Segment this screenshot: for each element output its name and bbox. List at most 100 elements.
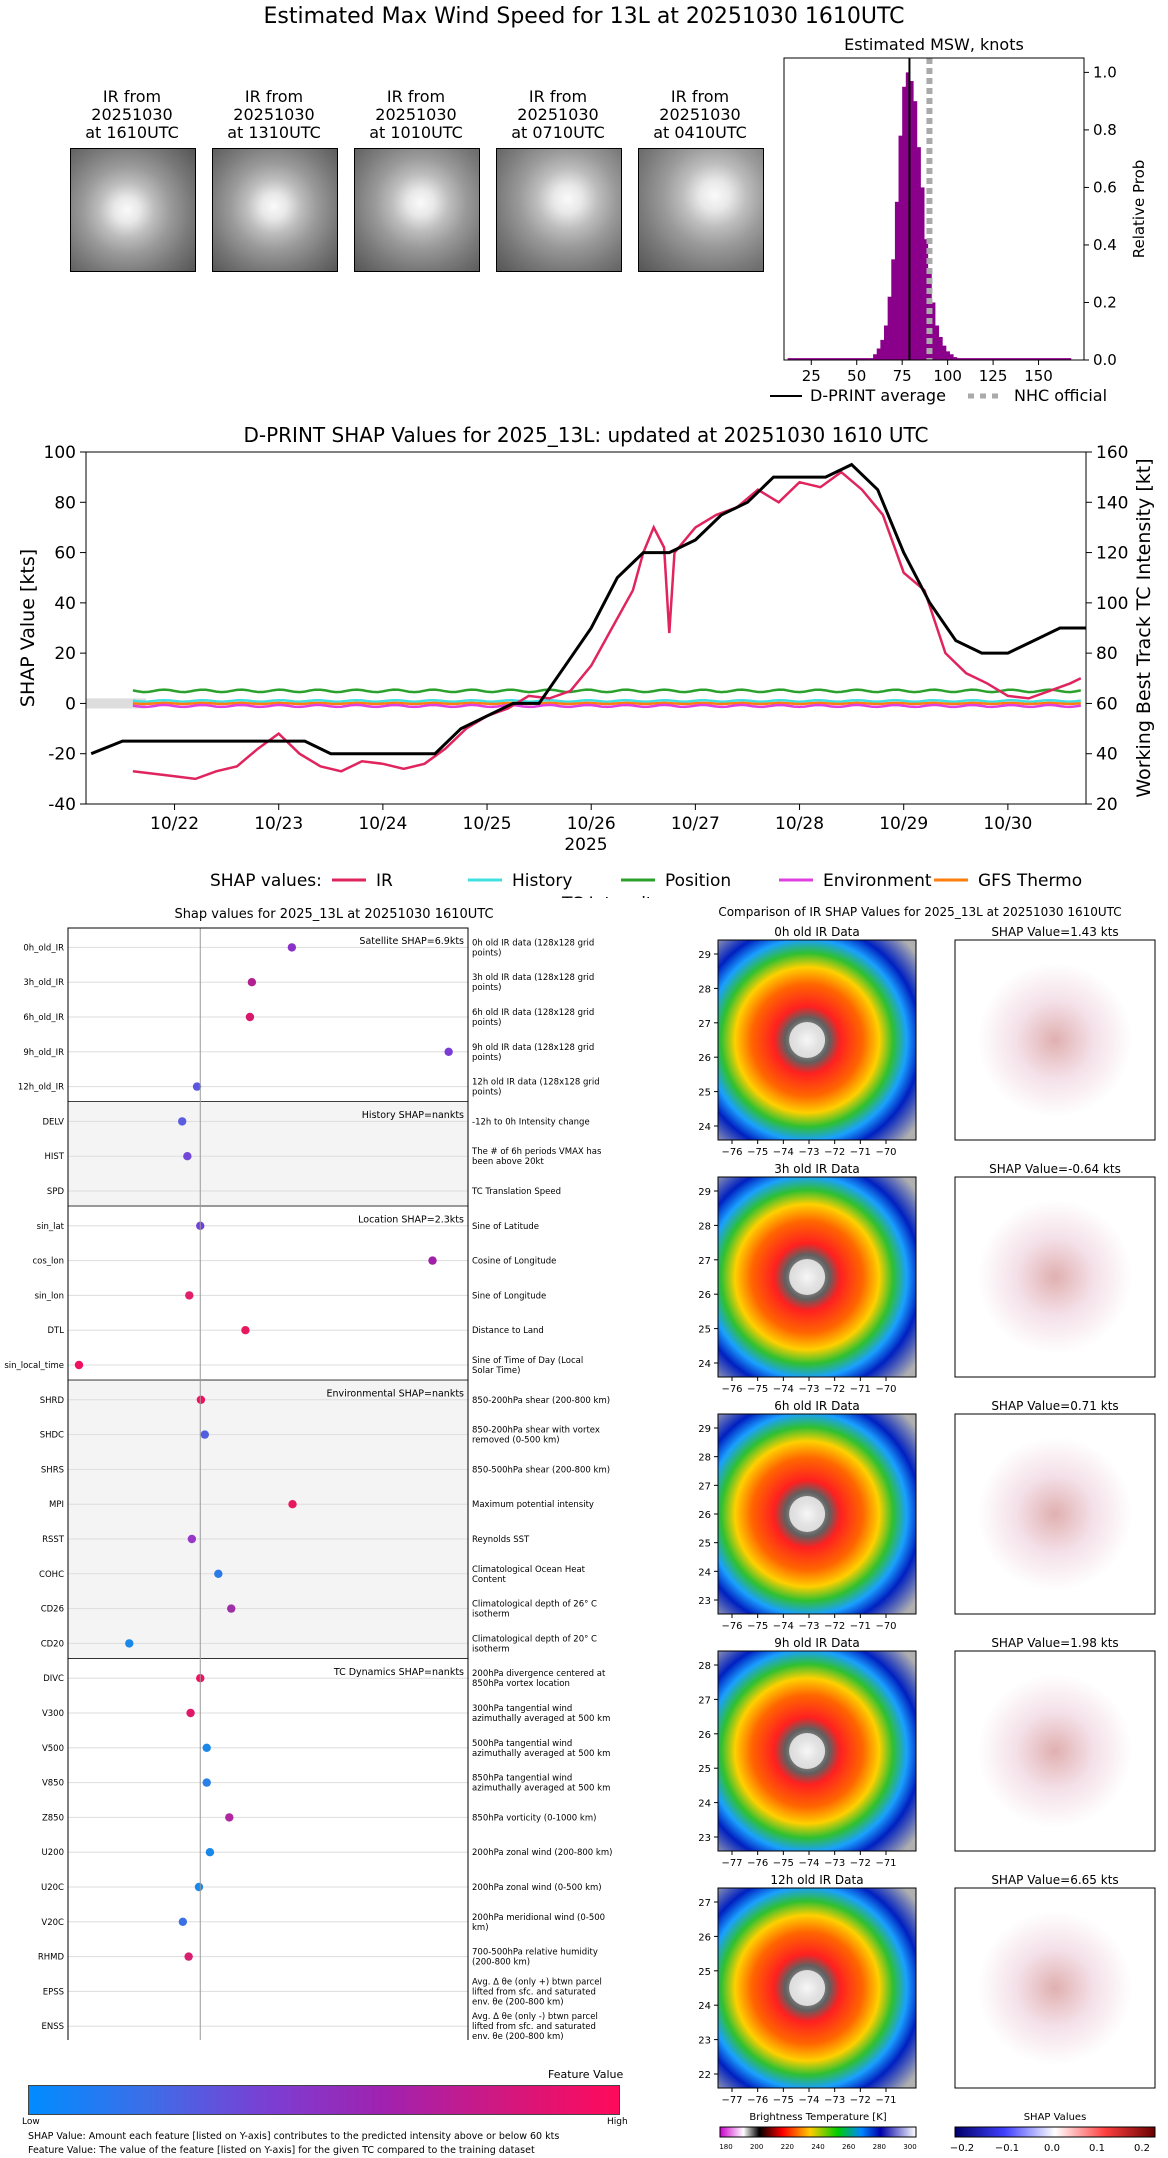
feature-value-colorbar: [28, 2085, 620, 2115]
feature-name: sin_lon: [35, 1291, 64, 1301]
feature-name: 3h_old_IR: [23, 978, 64, 988]
ir-xtick-label: −72: [824, 1384, 845, 1395]
feature-description-line: 850-500hPa shear (200-800 km): [472, 1465, 610, 1475]
ts-ytick-label: -40: [48, 795, 76, 815]
ts-legend-label: Position: [665, 871, 731, 891]
ir-xtick-label: −74: [773, 1621, 794, 1632]
feature-description-line: 850-200hPa shear (200-800 km): [472, 1396, 610, 1406]
hist-bar: [956, 358, 961, 360]
feature-description-line: The # of 6h periods VMAX has: [471, 1147, 602, 1157]
ir-shap-comparison: 0h old IR Data 29 28 27 26 25 24 −76 −75 −74 −73 −7…: [698, 925, 1156, 2154]
ir-xtick-label: −74: [798, 2095, 819, 2106]
feature-name: ENSS: [41, 2022, 64, 2032]
ir-xtick-label: −70: [875, 1384, 896, 1395]
ir-ytick-label: 24: [698, 1799, 711, 1810]
hist-xtick-label: 25: [802, 367, 821, 385]
feature-name: COHC: [39, 1570, 64, 1580]
hist-bar: [931, 302, 936, 360]
bees-frame: [67, 927, 469, 2040]
ir-thumb-label-line: 20251030: [233, 105, 315, 124]
feature-description: 300hPa tangential wind azimuthally averag…: [472, 1704, 610, 1724]
hist-xtick-label: 125: [979, 367, 1008, 385]
ir-ytick-label: 26: [698, 1053, 711, 1064]
feature-point: [200, 1430, 209, 1439]
ir-ytick-label: 28: [698, 1221, 711, 1232]
feature-name: U200: [42, 1848, 64, 1858]
feature-description: 850-200hPa shear with vortex removed (0-5…: [472, 1426, 600, 1446]
feature-description-line: 6h old IR data (128x128 grid: [472, 1008, 594, 1018]
hist-xtick-label: 50: [847, 367, 866, 385]
feature-description: The # of 6h periods VMAX has been above 2…: [471, 1147, 602, 1167]
hist-ytick-label: 0.0: [1093, 351, 1117, 369]
ir-thumb-label-line: IR from: [386, 87, 446, 106]
feature-description-line: km): [472, 1923, 489, 1933]
shap-panel-title: SHAP Value=1.98 kts: [991, 1636, 1118, 1650]
feature-name: 0h_old_IR: [23, 943, 64, 953]
bt-colorbar-tick: 200: [750, 2143, 763, 2151]
hist-bar: [909, 81, 914, 360]
ts-ylabel: SHAP Value [kts]: [17, 549, 39, 707]
feature-name: RSST: [42, 1535, 65, 1545]
ir-thumb-label-line: at 1010UTC: [369, 123, 463, 142]
ir-xtick-label: −71: [875, 2095, 896, 2106]
group-background: [68, 1380, 468, 1659]
ts-legend-label: History: [512, 871, 572, 891]
feature-description-line: 200hPa zonal wind (200-800 km): [472, 1848, 612, 1858]
hist-ytick-label: 0.2: [1093, 293, 1117, 311]
shap-colorbar-tick: 0.2: [1134, 2143, 1150, 2154]
hist-bar: [891, 259, 896, 360]
bt-colorbar-tick: 280: [873, 2143, 886, 2151]
ir-ytick-label: 26: [698, 1290, 711, 1301]
feature-description: 850hPa tangential wind azimuthally averag…: [472, 1774, 610, 1794]
feature-description-line: Solar Time): [472, 1366, 520, 1376]
feature-name: V300: [42, 1709, 64, 1719]
ts-y2tick-label: 20: [1096, 795, 1118, 815]
group-background: [68, 1206, 468, 1381]
ir-thumb-label: IR from 20251030 at 0410UTC: [635, 88, 765, 142]
feature-point: [184, 1952, 193, 1961]
feature-description: 200hPa zonal wind (0-500 km): [472, 1883, 602, 1893]
shap-panel-image: [954, 1650, 1156, 1852]
ir-thumb-label-line: IR from: [102, 87, 162, 106]
ir-ytick-label: 23: [698, 1596, 711, 1607]
shap-timeseries-chart: D-PRINT SHAP Values for 2025_13L: update…: [17, 423, 1155, 898]
ir-ytick-label: 24: [698, 1122, 711, 1133]
feature-point: [241, 1326, 250, 1335]
feature-point: [192, 1082, 202, 1091]
feature-description: Sine of Latitude: [472, 1222, 539, 1232]
ir-eye: [789, 1022, 826, 1058]
feature-description: Avg. Δ θe (only -) btwn parcel lifted fro…: [472, 2012, 598, 2040]
ir-ytick-label: 27: [698, 1481, 711, 1492]
ts-legend-label: GFS Thermo: [978, 871, 1082, 891]
feature-description-line: Maximum potential intensity: [472, 1500, 594, 1510]
feature-description-line: 500hPa tangential wind: [472, 1739, 572, 1749]
ts-xtick-label: 10/22: [150, 814, 199, 834]
ir-eye: [789, 1496, 826, 1532]
ts-environment-line: [132, 703, 1081, 709]
shap-colorbar-tick: −0.1: [995, 2143, 1019, 2154]
hist-xtick-label: 75: [893, 367, 912, 385]
hist-frame: [783, 57, 1085, 361]
feature-name: sin_lat: [37, 1222, 65, 1232]
feature-name: sin_local_time: [4, 1361, 64, 1371]
ir-xtick-label: −72: [824, 1621, 845, 1632]
feature-name: cos_lon: [32, 1257, 64, 1267]
feature-description: Avg. Δ θe (only +) btwn parcel lifted fro…: [472, 1977, 602, 2007]
ir-xtick-label: −75: [773, 2095, 794, 2106]
ir-xtick-label: −72: [850, 1858, 871, 1869]
feature-description-line: 200hPa zonal wind (0-500 km): [472, 1883, 602, 1893]
hist-bar: [876, 348, 881, 360]
hist-bar: [924, 239, 929, 360]
feature-point: [196, 1395, 206, 1404]
ir-xtick-label: −76: [747, 2095, 768, 2106]
ir-panel-title: 3h old IR Data: [774, 1162, 860, 1176]
hist-ytick-label: 0.8: [1093, 121, 1117, 139]
group-background: [68, 928, 468, 1102]
group-title: Location SHAP=2.3kts: [358, 1214, 464, 1225]
feature-point: [185, 1291, 194, 1300]
ir-xtick-label: −77: [721, 2095, 742, 2106]
ir-xtick-label: −71: [850, 1147, 871, 1158]
page-title: Estimated Max Wind Speed for 13L at 2025…: [263, 4, 905, 29]
feature-description-line: isotherm: [472, 1610, 510, 1620]
feature-description: -12h to 0h Intensity change: [472, 1117, 590, 1127]
